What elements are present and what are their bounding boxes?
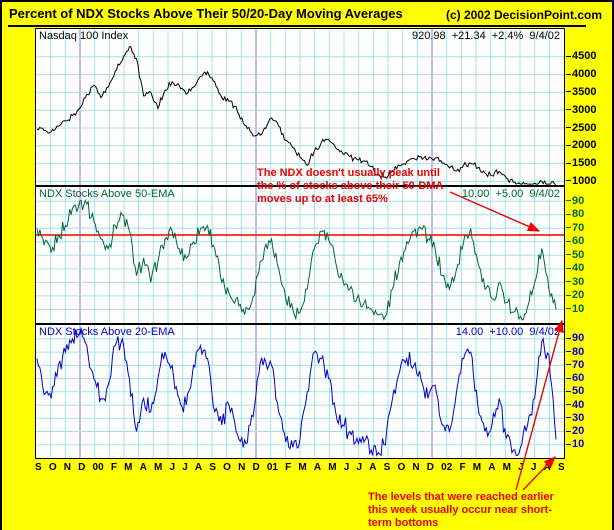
x-tick-label: O — [48, 462, 57, 473]
y-tick-label: 60 — [566, 372, 584, 385]
y-tick-label: 10 — [566, 302, 584, 315]
x-tick-label: M — [298, 462, 307, 473]
window-right-edge — [612, 0, 614, 530]
annotation-bottom-note: The levels that were reached earlier thi… — [368, 491, 598, 530]
y-tick-label: 70 — [566, 358, 584, 371]
x-tick-label: N — [238, 462, 246, 473]
y-tick-label: 10 — [566, 438, 584, 451]
y-tick-label: 90 — [566, 332, 584, 345]
x-tick-label: F — [285, 462, 292, 473]
panel-label-nasdaq: Nasdaq 100 Index — [39, 30, 129, 42]
y-tick-label: 20 — [566, 425, 584, 438]
annotation-peak-line-1: The NDX doesn't usually peak until — [257, 167, 440, 179]
window-top-edge — [0, 0, 614, 2]
x-tick-label: S — [557, 462, 565, 473]
x-tick-label: J — [518, 462, 524, 473]
x-tick-label: A — [369, 462, 377, 473]
x-tick-label: A — [139, 462, 147, 473]
chart-title: Percent of NDX Stocks Above Their 50/20-… — [9, 6, 403, 21]
x-tick-label: M — [472, 462, 482, 473]
window-left-edge — [0, 0, 2, 530]
x-tick-label: J — [356, 462, 363, 473]
panel-label-20ema: NDX Stocks Above 20-EMA — [39, 326, 175, 338]
y-tick-label: 3000 — [566, 103, 596, 116]
annotation-peak-line-2: the % of stocks above their 50-DMA — [257, 180, 444, 192]
x-tick-label: D — [78, 462, 86, 473]
x-tick-label: S — [383, 462, 391, 473]
x-tick-label: N — [63, 462, 71, 473]
x-tick-label: S — [35, 462, 42, 473]
x-tick-label: J — [530, 462, 537, 473]
x-tick-label: M — [328, 462, 337, 473]
x-tick-label: 01 — [266, 462, 278, 473]
y-tick-label: 50 — [566, 248, 584, 261]
y-tick-label: 2500 — [566, 121, 596, 134]
title-underline — [8, 25, 586, 27]
y-tick-label: 30 — [566, 411, 584, 424]
y-tick-label: 2000 — [566, 139, 596, 152]
y-tick-label: 3500 — [566, 85, 596, 98]
x-axis-labels: S O N D 00 F M A M J J A S O N D 01 F M A M J J A S O N D 02 F M A M J J A S — [35, 462, 565, 473]
panel-quote-20ema: 14.00 +10.00 9/4/02 — [455, 326, 560, 338]
y-tick-label: 20 — [566, 289, 584, 302]
annotation-peak-line-3: moves up to at least 65% — [257, 193, 388, 205]
y-axis-nasdaq: 4500 4000 3500 3000 2500 2000 1500 1000 — [566, 29, 613, 187]
copyright-text: (c) 2002 DecisionPoint.com — [445, 8, 602, 22]
panel-quote-50ema: 10.00 +5.00 9/4/02 — [461, 188, 560, 200]
y-tick-label: 1500 — [566, 157, 596, 170]
x-tick-label: A — [488, 462, 496, 473]
x-tick-label: A — [313, 462, 322, 473]
x-tick-label: 02 — [441, 462, 453, 473]
x-tick-label: N — [412, 462, 420, 473]
y-tick-label: 40 — [566, 398, 584, 411]
y-tick-label: 90 — [566, 194, 584, 207]
above-20ema-plot — [36, 325, 564, 458]
y-tick-label: 70 — [566, 221, 584, 234]
x-tick-label: M — [502, 462, 511, 473]
annotation-peak-note: The NDX doesn't usually peak until the %… — [257, 167, 467, 206]
x-tick-label: S — [209, 462, 216, 473]
annotation-bottom-line-2: this week usually occur near short- — [368, 504, 553, 516]
x-tick-label: D — [426, 462, 435, 473]
x-tick-label: M — [124, 462, 133, 473]
x-tick-label: A — [194, 462, 203, 473]
x-tick-label: F — [459, 462, 466, 473]
x-tick-label: O — [223, 462, 231, 473]
panel-above-50ema: NDX Stocks Above 50-EMA 10.00 +5.00 9/4/… — [35, 186, 565, 324]
annotation-bottom-line-1: The levels that were reached earlier — [368, 491, 554, 503]
y-tick-label: 30 — [566, 275, 584, 288]
panel-above-20ema: NDX Stocks Above 20-EMA 14.00 +10.00 9/4… — [35, 324, 565, 459]
nasdaq-100-plot — [36, 29, 564, 185]
panel-quote-nasdaq: 920.98 +21.34 +2.4% 9/4/02 — [411, 30, 560, 42]
y-tick-label: 4500 — [566, 50, 596, 63]
annotation-bottom-line-3: term bottoms — [368, 517, 439, 529]
y-tick-label: 80 — [566, 345, 584, 358]
x-tick-label: A — [543, 462, 551, 473]
y-tick-label: 60 — [566, 235, 584, 248]
x-tick-label: M — [153, 462, 163, 473]
y-tick-label: 40 — [566, 262, 584, 275]
y-tick-label: 4000 — [566, 68, 596, 81]
x-tick-label: F — [110, 462, 117, 473]
y-axis-20ema: 90 80 70 60 50 40 30 20 10 — [566, 325, 613, 458]
x-tick-label: O — [397, 462, 406, 473]
panel-label-50ema: NDX Stocks Above 50-EMA — [39, 188, 175, 200]
x-tick-label: J — [343, 462, 350, 473]
above-50ema-plot — [36, 187, 564, 323]
x-tick-label: D — [252, 462, 260, 473]
x-tick-label: J — [182, 462, 188, 473]
y-tick-label: 80 — [566, 208, 584, 221]
x-tick-label: J — [169, 462, 176, 473]
panel-nasdaq-100: Nasdaq 100 Index 920.98 +21.34 +2.4% 9/4… — [35, 28, 565, 186]
y-tick-label: 50 — [566, 385, 584, 398]
x-tick-label: 00 — [92, 462, 104, 473]
y-tick-label: 1000 — [566, 174, 596, 187]
y-axis-50ema: 90 80 70 60 50 40 30 20 10 — [566, 187, 613, 323]
